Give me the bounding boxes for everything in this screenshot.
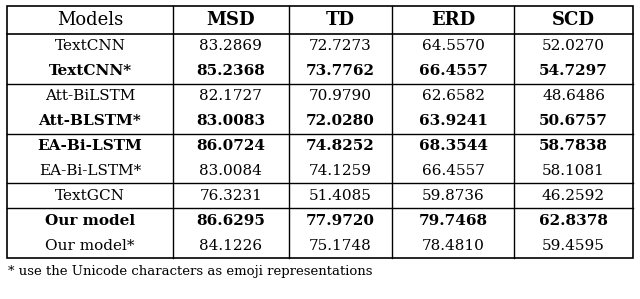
Text: 82.1727: 82.1727 [199,89,262,103]
Text: TextCNN: TextCNN [54,39,125,54]
Text: Our model*: Our model* [45,239,134,253]
Text: 51.4085: 51.4085 [309,189,372,203]
Text: 58.7838: 58.7838 [539,139,608,153]
Text: TD: TD [326,11,355,29]
Text: 83.0083: 83.0083 [196,114,266,128]
Text: 83.0084: 83.0084 [199,164,262,178]
Text: 76.3231: 76.3231 [199,189,262,203]
Text: Models: Models [57,11,123,29]
Text: ERD: ERD [431,11,475,29]
Text: 73.7762: 73.7762 [306,64,375,78]
Text: 68.3544: 68.3544 [419,139,488,153]
Text: 72.0280: 72.0280 [306,114,375,128]
Text: Att-BLSTM*: Att-BLSTM* [38,114,141,128]
Text: SCD: SCD [552,11,595,29]
Text: Our model: Our model [45,214,135,228]
Text: 50.6757: 50.6757 [539,114,608,128]
Text: 58.1081: 58.1081 [542,164,605,178]
Bar [7,6,633,258]
Text: 85.2368: 85.2368 [196,64,265,78]
Text: 59.8736: 59.8736 [422,189,484,203]
Text: 59.4595: 59.4595 [542,239,605,253]
Text: EA-Bi-LSTM: EA-Bi-LSTM [38,139,142,153]
Text: 48.6486: 48.6486 [542,89,605,103]
Text: TextCNN*: TextCNN* [49,64,131,78]
Text: 84.1226: 84.1226 [199,239,262,253]
Text: 64.5570: 64.5570 [422,39,484,54]
Text: 62.6582: 62.6582 [422,89,484,103]
Text: EA-Bi-LSTM*: EA-Bi-LSTM* [39,164,141,178]
Text: 86.6295: 86.6295 [196,214,265,228]
Text: MSD: MSD [207,11,255,29]
Text: 66.4557: 66.4557 [422,164,484,178]
Text: 74.1259: 74.1259 [309,164,372,178]
Text: 72.7273: 72.7273 [309,39,372,54]
Text: 46.2592: 46.2592 [542,189,605,203]
Text: * use the Unicode characters as emoji representations: * use the Unicode characters as emoji re… [8,265,372,278]
Text: 83.2869: 83.2869 [199,39,262,54]
Text: 66.4557: 66.4557 [419,64,488,78]
Text: 62.8378: 62.8378 [539,214,608,228]
Text: 74.8252: 74.8252 [306,139,375,153]
Text: 79.7468: 79.7468 [419,214,488,228]
Text: TextGCN: TextGCN [55,189,125,203]
Text: 63.9241: 63.9241 [419,114,488,128]
Text: 78.4810: 78.4810 [422,239,484,253]
Text: Att-BiLSTM: Att-BiLSTM [45,89,135,103]
Text: 86.0724: 86.0724 [196,139,266,153]
Text: 77.9720: 77.9720 [306,214,375,228]
Text: 54.7297: 54.7297 [539,64,608,78]
Text: 75.1748: 75.1748 [309,239,372,253]
Text: 52.0270: 52.0270 [542,39,605,54]
Text: 70.9790: 70.9790 [309,89,372,103]
